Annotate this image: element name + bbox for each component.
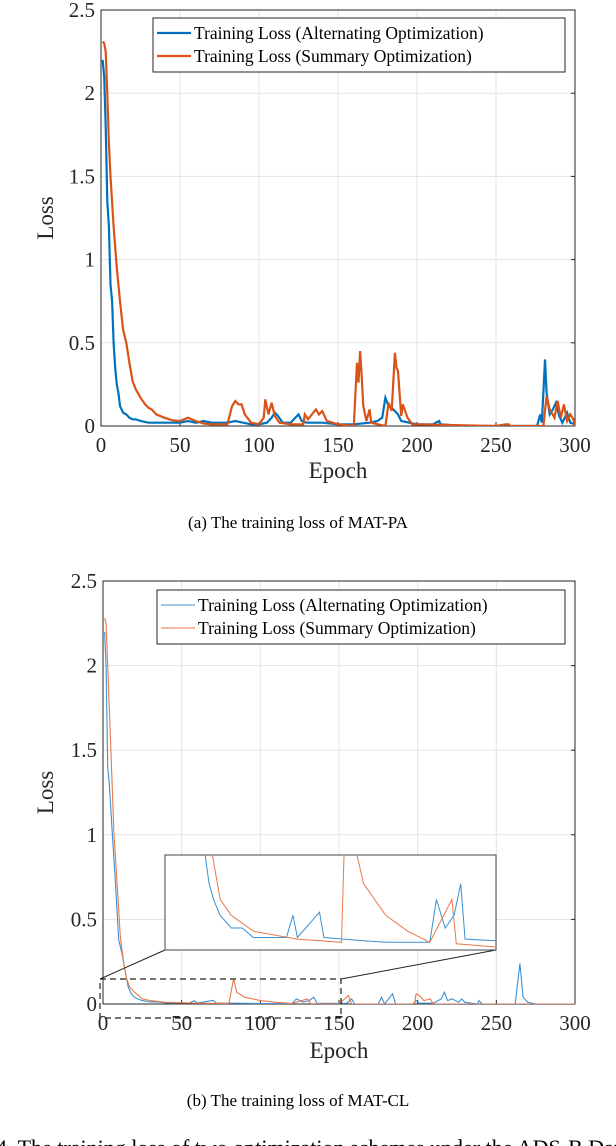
legend-box [156, 589, 566, 645]
x-axis-label: Epoch [309, 458, 368, 483]
y-tick-label: 0.5 [71, 907, 97, 931]
x-tick-label: 100 [245, 1011, 277, 1035]
chart-mat-cl: 0 50 100 150 200 250 300 0 0.5 1 1.5 2 2.5 Epoch Loss T… [33, 569, 591, 1063]
legend: Training Loss (Alternating Optimization)… [156, 589, 566, 645]
plot-frame [100, 9, 576, 427]
x-tick-label: 200 [401, 433, 433, 457]
y-tick-label: 2 [87, 654, 98, 678]
x-tick-label: 100 [243, 433, 275, 457]
y-tick-label: 1 [85, 248, 96, 272]
caption-a: (a) The training loss of MAT-PA [188, 513, 409, 532]
y-tick-label: 1.5 [69, 164, 95, 188]
x-tick-label: 50 [170, 433, 191, 457]
y-tick-label: 0.5 [69, 331, 95, 355]
series-line-summary [104, 618, 575, 1004]
series-line-summary [101, 40, 575, 426]
figure-caption-partial: 4. The training loss of two optimization… [0, 1135, 616, 1146]
legend-label: Training Loss (Summary Optimization) [198, 618, 476, 638]
zoom-connector-line [340, 949, 497, 980]
y-axis-label: Loss [33, 196, 58, 240]
legend-label: Training Loss (Alternating Optimization) [198, 595, 488, 615]
y-tick-label: 0 [87, 992, 98, 1016]
y-tick-label: 1 [87, 823, 98, 847]
x-tick-label: 150 [322, 433, 354, 457]
x-tick-label: 50 [171, 1011, 192, 1035]
y-tick-label: 2.5 [71, 569, 97, 593]
x-axis-label: Epoch [310, 1038, 369, 1063]
x-tick-label: 300 [559, 433, 591, 457]
legend-label: Training Loss (Summary Optimization) [194, 46, 472, 66]
series-line-alternating [104, 631, 575, 1004]
y-tick-label: 1.5 [71, 738, 97, 762]
caption-b: (b) The training loss of MAT-CL [187, 1091, 409, 1110]
x-tick-label: 250 [481, 1011, 513, 1035]
inset-series-line-alternating [204, 855, 496, 943]
chart-mat-pa: 0 50 100 150 200 250 300 0 0.5 1 1.5 2 2.5 Epoch Loss T… [33, 0, 591, 483]
x-tick-label: 150 [323, 1011, 355, 1035]
x-tick-label: 0 [96, 433, 107, 457]
legend: Training Loss (Alternating Optimization)… [152, 17, 566, 73]
x-tick-label: 300 [559, 1011, 591, 1035]
y-tick-label: 2 [85, 81, 96, 105]
inset-series-line-summary [211, 855, 496, 948]
y-tick-label: 0 [85, 414, 96, 438]
zoom-region-box [99, 978, 342, 1019]
y-axis-label: Loss [33, 771, 58, 815]
legend-label: Training Loss (Alternating Optimization) [194, 23, 484, 43]
inset-frame [164, 854, 497, 951]
x-tick-label: 0 [98, 1011, 109, 1035]
zoom-connector-line [99, 949, 166, 980]
y-tick-label: 2.5 [69, 0, 95, 22]
x-tick-label: 250 [480, 433, 512, 457]
x-tick-label: 200 [402, 1011, 434, 1035]
legend-box [152, 17, 566, 73]
series-line-alternating [101, 59, 575, 426]
